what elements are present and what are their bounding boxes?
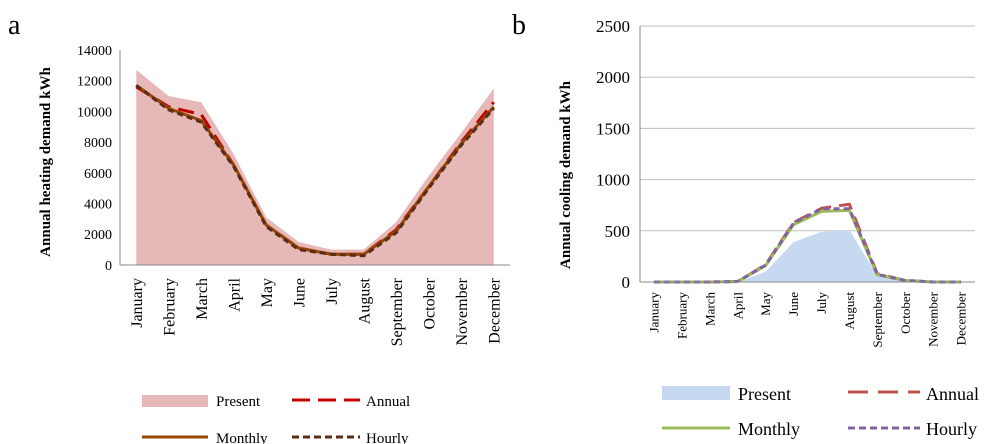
y-tick-label: 6000 [84,167,112,182]
x-tick-label: November [926,291,941,347]
panel-b-label: b [512,10,526,41]
y-tick-label: 1500 [596,119,630,138]
x-tick-label: September [389,277,406,346]
y-tick-label: 14000 [77,44,112,59]
x-tick-label: August [356,277,373,324]
panel-b: b Annual cooling demand kWh 0 500 1000 1500… [512,10,979,439]
x-tick-label: May [259,278,276,307]
x-tick-label: April [730,292,745,320]
panel-a-legend: Present Annual Monthly Hourly [142,394,410,444]
legend-annual-label: Annual [366,394,410,410]
panel-b-y-ticks: 0 500 1000 1500 2000 2500 [596,17,630,292]
x-tick-label: January [647,292,662,333]
x-tick-label: October [421,277,438,329]
legend-present-label: Present [738,384,791,404]
y-tick-label: 12000 [77,75,112,90]
legend-present-swatch [662,386,730,400]
legend-monthly-label: Monthly [738,419,800,439]
y-tick-label: 0 [622,273,631,292]
x-tick-label: June [786,292,801,316]
y-tick-label: 2000 [84,228,112,243]
y-tick-label: 500 [605,222,631,241]
x-tick-label: February [674,292,689,339]
panel-b-gridlines [640,25,975,232]
legend-present-swatch [142,395,208,407]
panel-a-plot-area [135,69,495,265]
x-tick-label: August [842,292,857,330]
panel-a-label: a [8,10,21,41]
line-series-hourly [135,84,495,258]
y-tick-label: 1000 [596,171,630,190]
panel-a-x-ticks: January February March April May June July Augu… [129,277,504,346]
x-tick-label: March [194,278,211,320]
y-tick-label: 2500 [596,17,630,36]
area-series-present [136,69,494,265]
x-tick-label: December [954,291,969,345]
panel-b-legend: Present Annual Monthly Hourly [662,384,979,439]
panel-b-y-axis-label: Annual cooling demand kWh [558,80,574,269]
x-tick-label: March [702,292,717,326]
panel-b-plot-area [653,202,962,284]
x-tick-label: June [291,278,308,307]
panel-a: a Annual heating demand kWh 0 2000 4000 600… [8,10,510,444]
x-tick-label: February [161,278,178,336]
panel-b-x-ticks: January February March April May June July Augu… [647,291,969,347]
legend-hourly-label: Hourly [366,431,409,444]
y-tick-label: 10000 [77,105,112,120]
x-tick-label: October [898,291,913,334]
x-tick-label: January [129,278,146,328]
x-tick-label: May [758,292,773,316]
panel-a-y-ticks: 0 2000 4000 6000 8000 10000 12000 14000 [77,44,112,274]
legend-hourly-label: Hourly [926,419,977,439]
area-series-present [653,229,962,282]
x-tick-label: July [814,292,829,314]
x-tick-label: September [870,291,885,347]
x-tick-label: July [324,278,341,305]
y-tick-label: 8000 [84,136,112,151]
legend-annual-label: Annual [926,384,979,404]
legend-monthly-label: Monthly [216,431,268,444]
x-tick-label: November [454,277,471,345]
y-tick-label: 4000 [84,197,112,212]
x-tick-label: April [226,277,243,311]
x-tick-label: December [486,277,503,343]
panel-a-y-axis-label: Annual heating demand kWh [38,67,54,257]
y-tick-label: 0 [105,259,112,274]
legend-present-label: Present [216,394,261,410]
y-tick-label: 2000 [596,68,630,87]
